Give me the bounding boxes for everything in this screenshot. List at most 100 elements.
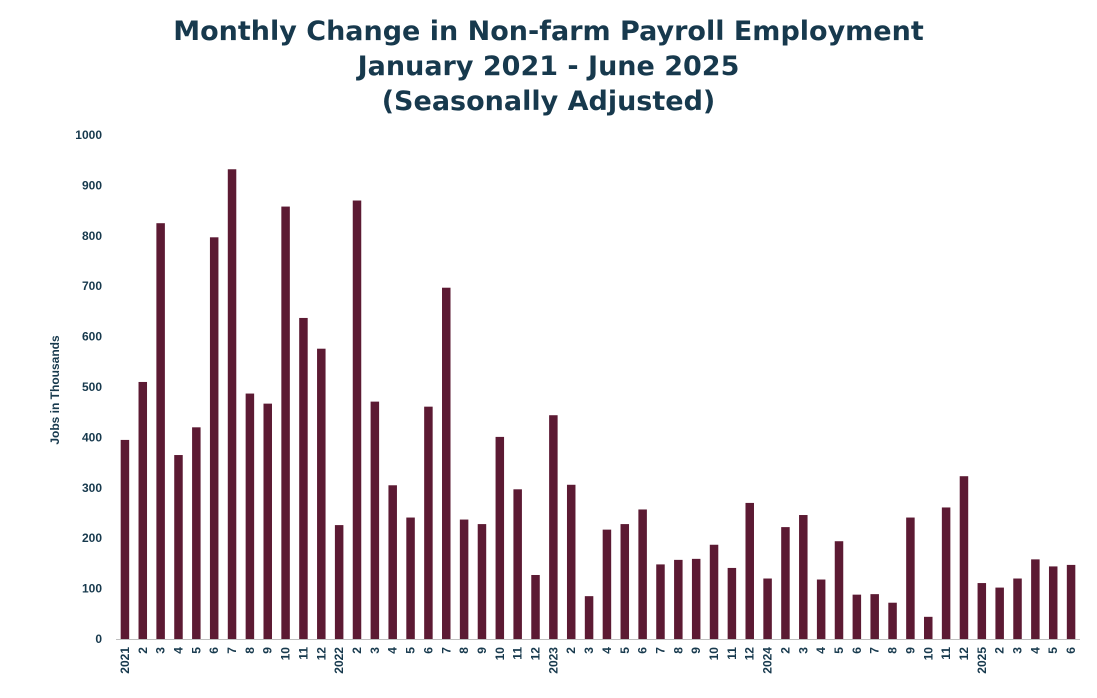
x-tick-label: 9: [475, 647, 489, 654]
x-tick-label: 4: [386, 647, 400, 654]
bar: [245, 393, 255, 639]
x-tick-label: 6: [207, 647, 221, 654]
bar: [1013, 578, 1022, 639]
bar: [406, 517, 415, 639]
bar: [709, 544, 719, 639]
x-tick-label: 11: [725, 647, 739, 660]
bar: [442, 287, 451, 639]
y-axis-ticks: 0 100 200 300 400 500 600 700 800 900 1000: [75, 128, 102, 646]
bar: [977, 583, 987, 639]
y-tick-label: 500: [82, 380, 102, 394]
x-tick-label: 8: [243, 647, 257, 654]
x-axis-ticks: 2021 2 3 4 5 6 7 8 9 10 11 12 2022 2 3 4 5 6 7 8 9 10 11 12 2023…: [118, 647, 1078, 674]
x-tick-label: 2: [350, 647, 364, 654]
bar: [209, 237, 219, 639]
x-tick-label: 2024: [761, 647, 775, 674]
bar: [799, 515, 808, 639]
x-tick-label: 4: [814, 647, 828, 654]
bar: [906, 517, 915, 639]
x-tick-label: 5: [404, 647, 418, 654]
y-tick-label: 900: [82, 178, 102, 192]
x-tick-label: 2022: [332, 647, 346, 674]
chart-subtitle: January 2021 - June 2025: [357, 51, 740, 82]
x-tick-label: 9: [261, 647, 275, 654]
chart-subtitle-note: (Seasonally Adjusted): [381, 86, 716, 117]
bar: [888, 602, 897, 639]
bar: [477, 524, 487, 639]
x-tick-label: 8: [671, 647, 685, 654]
x-tick-label: 3: [368, 647, 382, 654]
bar: [388, 485, 397, 639]
bar: [495, 436, 505, 639]
x-tick-label: 10: [707, 647, 721, 661]
bar: [852, 594, 862, 639]
x-tick-label: 5: [832, 647, 846, 654]
x-tick-label: 7: [225, 647, 239, 654]
y-tick-label: 800: [82, 229, 102, 243]
bar: [674, 559, 683, 639]
bar: [531, 574, 540, 639]
chart-title: Monthly Change in Non-farm Payroll Emplo…: [173, 16, 924, 47]
x-tick-label: 5: [189, 647, 203, 654]
x-tick-label: 6: [636, 647, 650, 654]
bar: [620, 524, 630, 639]
x-tick-label: 10: [493, 647, 507, 661]
bar: [370, 401, 380, 639]
x-tick-label: 12: [314, 647, 328, 661]
bar: [459, 519, 469, 639]
x-tick-label: 2023: [546, 647, 560, 674]
x-tick-label: 10: [921, 647, 935, 661]
bar: [924, 616, 933, 639]
bar: [334, 525, 344, 639]
x-tick-label: 4: [171, 647, 185, 654]
x-tick-label: 2021: [118, 647, 132, 674]
y-axis-label: Jobs in Thousands: [48, 335, 62, 445]
bar: [995, 587, 1004, 639]
x-tick-label: 3: [1011, 647, 1025, 654]
x-tick-label: 8: [886, 647, 900, 654]
x-tick-label: 3: [582, 647, 596, 654]
x-tick-label: 6: [1064, 647, 1078, 654]
x-tick-label: 2: [136, 647, 150, 654]
bar: [192, 427, 201, 639]
x-tick-label: 8: [457, 647, 471, 654]
x-tick-label: 3: [796, 647, 810, 654]
x-tick-label: 2025: [975, 647, 989, 674]
y-tick-label: 0: [95, 632, 102, 646]
x-tick-label: 5: [618, 647, 632, 654]
bar: [834, 541, 844, 639]
bar: [745, 502, 754, 639]
y-tick-label: 400: [82, 430, 102, 444]
bar: [352, 200, 362, 639]
x-tick-label: 12: [529, 647, 543, 661]
y-tick-label: 200: [82, 531, 102, 545]
y-tick-label: 100: [82, 582, 102, 596]
x-tick-label: 9: [903, 647, 917, 654]
bar: [781, 527, 790, 639]
bar: [1048, 566, 1058, 639]
bar: [120, 439, 130, 639]
x-tick-label: 6: [850, 647, 864, 654]
bar: [138, 381, 148, 639]
x-tick-label: 5: [1046, 647, 1060, 654]
bar: [227, 169, 237, 639]
x-tick-label: 7: [653, 647, 667, 654]
bar-series: [120, 169, 1076, 639]
bar: [727, 567, 737, 639]
bar: [638, 509, 647, 639]
bar: [584, 596, 594, 639]
x-tick-label: 11: [511, 647, 525, 660]
bar: [763, 578, 772, 639]
x-tick-label: 4: [600, 647, 614, 654]
x-tick-label: 2: [993, 647, 1007, 654]
bar: [317, 348, 326, 639]
x-tick-label: 9: [689, 647, 703, 654]
bar: [156, 223, 165, 639]
bar: [263, 403, 272, 639]
x-tick-label: 6: [421, 647, 435, 654]
x-tick-label: 12: [743, 647, 757, 661]
bar: [1031, 559, 1040, 639]
y-tick-label: 700: [82, 279, 102, 293]
x-tick-label: 7: [868, 647, 882, 654]
